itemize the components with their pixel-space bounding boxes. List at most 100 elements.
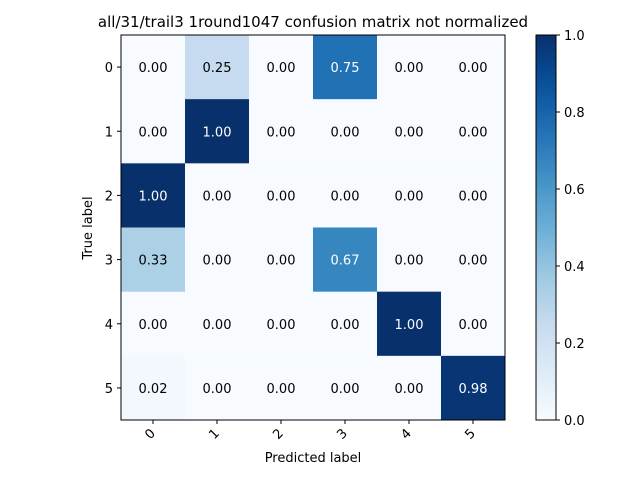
- heatmap-cell: [377, 291, 442, 357]
- cell-value-label: 0.00: [139, 318, 168, 333]
- heatmap-cell: [121, 163, 186, 228]
- y-axis-ticks: 0 1 2 3 4 5: [105, 61, 121, 397]
- cell-value-label: 0.00: [331, 382, 360, 397]
- cell-value-label: 0.00: [395, 61, 424, 76]
- cell-value-label: 0.00: [203, 189, 232, 204]
- cell-value-label: 0.00: [459, 254, 488, 269]
- heatmap-cell: [441, 35, 506, 100]
- cell-value-label: 0.00: [203, 254, 232, 269]
- cell-value-label: 0.00: [331, 318, 360, 333]
- cell-value-label: 0.00: [395, 254, 424, 269]
- heatmap-cell-labels: 0.00 0.25 0.00 0.75 0.00 0.00 0.00 1.00 0.00 0.00…: [139, 61, 488, 397]
- x-axis-ticks: 0 1 2 3 4 5: [142, 420, 479, 443]
- cell-value-label: 0.00: [459, 318, 488, 333]
- cell-value-label: 0.00: [203, 382, 232, 397]
- heatmap-cell: [185, 99, 250, 164]
- cell-value-label: 0.00: [459, 189, 488, 204]
- heatmap-cell: [185, 291, 250, 357]
- cell-value-label: 0.00: [331, 125, 360, 140]
- cell-value-label: 0.00: [395, 125, 424, 140]
- cell-value-label: 0.00: [267, 318, 296, 333]
- heatmap-cell: [185, 35, 250, 100]
- cell-value-label: 1.00: [395, 318, 424, 333]
- cell-value-label: 0.00: [203, 318, 232, 333]
- colorbar-tick-label: 0.8: [564, 106, 585, 121]
- heatmap-cell: [441, 227, 506, 293]
- heatmap-cell: [377, 35, 442, 100]
- cell-value-label: 0.00: [331, 189, 360, 204]
- heatmap-cell: [377, 163, 442, 228]
- heatmap-cell: [185, 355, 250, 421]
- cell-value-label: 0.75: [331, 61, 360, 76]
- heatmap-cell: [441, 99, 506, 164]
- cell-value-label: 0.00: [395, 382, 424, 397]
- y-tick-label: 4: [105, 318, 113, 333]
- cell-value-label: 0.02: [139, 382, 168, 397]
- colorbar-tick-label: 0.4: [564, 260, 585, 275]
- y-tick-label: 5: [105, 382, 113, 397]
- cell-value-label: 0.00: [267, 382, 296, 397]
- x-tick-label: 0: [142, 426, 158, 442]
- colorbar-tick-label: 0.6: [564, 183, 585, 198]
- heatmap-cell: [121, 355, 186, 421]
- heatmap-cell: [249, 291, 314, 357]
- heatmap-cell: [121, 291, 186, 357]
- cell-value-label: 0.00: [267, 254, 296, 269]
- cell-value-label: 0.33: [139, 254, 168, 269]
- heatmap-cell: [249, 163, 314, 228]
- y-tick-label: 0: [105, 61, 113, 76]
- heatmap-cell: [121, 99, 186, 164]
- y-axis-label: True label: [81, 196, 96, 260]
- cell-value-label: 0.98: [459, 382, 488, 397]
- cell-value-label: 0.00: [267, 125, 296, 140]
- y-tick-label: 1: [105, 125, 113, 140]
- cell-value-label: 0.00: [459, 125, 488, 140]
- x-tick-label: 5: [462, 426, 478, 442]
- heatmap-cell: [313, 355, 378, 421]
- y-tick-label: 2: [105, 189, 113, 204]
- heatmap-cell: [249, 355, 314, 421]
- heatmap-cells: [121, 35, 506, 421]
- cell-value-label: 0.00: [267, 189, 296, 204]
- heatmap-cell: [377, 355, 442, 421]
- heatmap-cell: [249, 99, 314, 164]
- cell-value-label: 1.00: [203, 125, 232, 140]
- heatmap-cell: [121, 227, 186, 293]
- x-tick-label: 2: [270, 426, 286, 442]
- plot-frame: [120, 34, 506, 421]
- heatmap-cell: [313, 35, 378, 100]
- heatmap-cell: [185, 163, 250, 228]
- heatmap-cell: [313, 227, 378, 293]
- colorbar-tick-label: 1.0: [564, 29, 585, 44]
- heatmap-cell: [441, 291, 506, 357]
- cell-value-label: 0.67: [331, 254, 360, 269]
- x-axis-label: Predicted label: [265, 451, 362, 466]
- chart-title: all/31/trail3 1round1047 confusion matri…: [98, 13, 528, 31]
- heatmap-cell: [377, 227, 442, 293]
- heatmap-cell: [249, 35, 314, 100]
- cell-value-label: 0.00: [395, 189, 424, 204]
- cell-value-label: 0.00: [267, 61, 296, 76]
- x-tick-label: 3: [334, 426, 350, 442]
- heatmap-cell: [313, 163, 378, 228]
- cell-value-label: 0.00: [139, 61, 168, 76]
- heatmap-cell: [185, 227, 250, 293]
- x-tick-label: 4: [398, 426, 414, 442]
- y-tick-label: 3: [105, 254, 113, 269]
- heatmap-cell: [441, 355, 506, 421]
- heatmap-cell: [249, 227, 314, 293]
- cell-value-label: 0.00: [459, 61, 488, 76]
- colorbar: [535, 34, 557, 421]
- cell-value-label: 0.25: [203, 61, 232, 76]
- cell-value-label: 0.00: [139, 125, 168, 140]
- heatmap-cell: [441, 163, 506, 228]
- colorbar-tick-label: 0.2: [564, 337, 585, 352]
- x-tick-label: 1: [206, 426, 222, 442]
- heatmap-cell: [313, 99, 378, 164]
- heatmap-cell: [121, 35, 186, 100]
- colorbar-tick-label: 0.0: [564, 414, 585, 429]
- cell-value-label: 1.00: [139, 189, 168, 204]
- heatmap-cell: [377, 99, 442, 164]
